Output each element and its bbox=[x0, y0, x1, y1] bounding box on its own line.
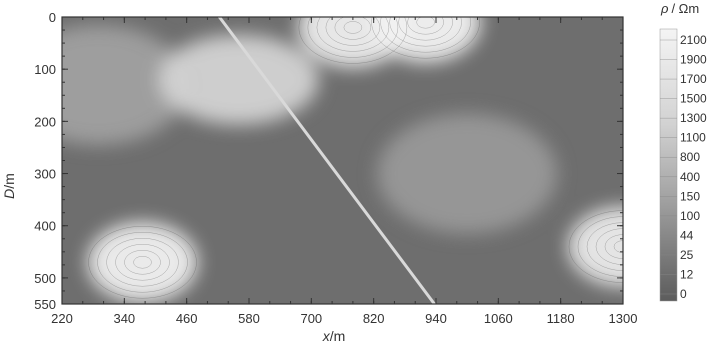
y-tick-label: 550 bbox=[34, 297, 56, 312]
contour-ring bbox=[416, 17, 435, 29]
y-axis-title: D/m bbox=[1, 173, 17, 199]
x-tick-label: 1300 bbox=[609, 311, 638, 326]
y-tick-label: 300 bbox=[34, 167, 56, 182]
colorbar-level-label: 1300 bbox=[680, 111, 707, 125]
y-tick-label: 200 bbox=[34, 114, 56, 129]
contour-ring bbox=[307, 17, 399, 58]
anomaly-high-0 bbox=[87, 222, 198, 303]
colorbar-ramp bbox=[659, 28, 678, 302]
contour-ring bbox=[604, 234, 623, 259]
x-tick-label: 820 bbox=[363, 311, 385, 326]
contour-ring bbox=[316, 17, 390, 52]
x-tick-label: 220 bbox=[51, 311, 73, 326]
anomaly-high-3 bbox=[568, 206, 623, 287]
colorbar-level-label: 44 bbox=[680, 228, 694, 242]
contour-ring bbox=[325, 17, 381, 46]
x-axis-variable: x bbox=[322, 328, 331, 343]
contour-ring bbox=[124, 250, 161, 275]
x-axis-unit: /m bbox=[330, 328, 346, 343]
x-axis-title: x/m bbox=[322, 328, 346, 343]
contour-ring bbox=[577, 216, 623, 277]
colorbar-levels: 2100 1900 1700 1500 1300 1100 800 400 150 100 44 25… bbox=[660, 33, 707, 301]
y-tick-label: 400 bbox=[34, 219, 56, 234]
contour-ring bbox=[595, 228, 623, 265]
contour-ring bbox=[568, 210, 623, 283]
contour-ring bbox=[298, 17, 408, 64]
contour-ring bbox=[586, 222, 623, 271]
contour-ring bbox=[334, 17, 372, 40]
x-tick-label: 1180 bbox=[547, 311, 575, 326]
colorbar-title: ρ / Ωm bbox=[660, 1, 699, 16]
contour-ring bbox=[97, 232, 188, 293]
colorbar-level-label: 2100 bbox=[680, 33, 707, 47]
contour-ring bbox=[343, 21, 363, 34]
colorbar-level-label: 800 bbox=[680, 150, 700, 164]
fault-line bbox=[217, 17, 436, 304]
colorbar-variable: ρ bbox=[660, 1, 669, 16]
x-tick-label: 700 bbox=[300, 311, 322, 326]
x-tick-label: 940 bbox=[425, 311, 447, 326]
colorbar-unit: / Ωm bbox=[671, 1, 699, 16]
x-tick-label: 340 bbox=[113, 311, 135, 326]
anomaly-low-5 bbox=[377, 113, 558, 234]
y-axis-unit: /m bbox=[1, 173, 17, 189]
plot-area bbox=[62, 17, 623, 304]
anomaly-low-4 bbox=[62, 24, 189, 145]
colorbar-level-label: 0 bbox=[680, 287, 687, 301]
colorbar-level-label: 1500 bbox=[680, 92, 707, 106]
contour-ring bbox=[133, 256, 152, 269]
contour-ring bbox=[371, 17, 480, 59]
y-axis: 0 100 200 300 400 500 550 bbox=[34, 10, 623, 312]
x-tick-label: 580 bbox=[238, 311, 260, 326]
contour-ring bbox=[398, 17, 453, 41]
contour-ring bbox=[115, 244, 170, 281]
colorbar-level-label: 25 bbox=[680, 248, 694, 262]
contour-ring bbox=[407, 17, 444, 35]
anomaly-medium-6 bbox=[158, 34, 319, 125]
x-tick-label: 460 bbox=[176, 311, 198, 326]
x-tick-label: 1060 bbox=[484, 311, 513, 326]
colorbar-level-label: 100 bbox=[680, 209, 700, 223]
y-tick-label: 500 bbox=[34, 271, 56, 286]
contour-ring bbox=[106, 238, 179, 287]
y-axis-variable: D bbox=[1, 189, 17, 199]
colorbar-level-label: 1700 bbox=[680, 72, 707, 86]
contour-ring bbox=[380, 17, 471, 53]
contour-ring bbox=[389, 17, 462, 47]
x-axis: 220 340 460 580 700 820 940 1060 1180 1300 bbox=[51, 17, 637, 326]
colorbar: ρ / Ωm 2100 1900 1700 1500 1300 1100 800 400 150 1… bbox=[659, 1, 707, 302]
colorbar-level-label: 150 bbox=[680, 189, 700, 203]
contour-ring bbox=[88, 226, 197, 299]
resistivity-anomalies bbox=[62, 17, 623, 303]
colorbar-level-label: 12 bbox=[680, 267, 694, 281]
colorbar-level-label: 1100 bbox=[680, 131, 706, 145]
contour-lines bbox=[88, 17, 623, 299]
anomaly-high-2 bbox=[370, 17, 481, 63]
colorbar-level-label: 1900 bbox=[680, 53, 707, 67]
colorbar-level-label: 400 bbox=[680, 170, 700, 184]
contour-ring bbox=[613, 240, 623, 253]
y-tick-label: 0 bbox=[49, 10, 56, 25]
y-tick-label: 100 bbox=[34, 62, 56, 77]
